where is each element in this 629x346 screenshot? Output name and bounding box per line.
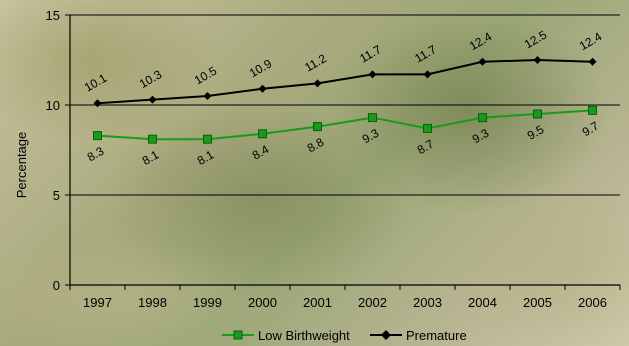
x-tick-label: 1999 [193, 295, 222, 310]
legend-marker-low-birthweight [233, 330, 243, 340]
x-tick-label: 2002 [358, 295, 387, 310]
data-label-low-birthweight: 9.3 [470, 126, 492, 147]
data-point-low-birthweight [368, 113, 377, 123]
y-tick-label: 0 [53, 278, 60, 293]
data-label-low-birthweight: 9.7 [580, 119, 602, 140]
data-point-premature [423, 70, 432, 79]
series-line-low-birthweight [97, 109, 593, 141]
y-tick-label: 10 [46, 98, 60, 113]
data-point-premature [588, 57, 597, 66]
x-tick-label: 1997 [83, 295, 112, 310]
data-point-low-birthweight [313, 122, 322, 132]
data-point-low-birthweight [148, 134, 157, 144]
data-label-premature: 10.3 [137, 67, 165, 91]
data-point-premature [258, 84, 267, 93]
x-tick-label: 2005 [523, 295, 552, 310]
data-point-premature [93, 99, 102, 108]
legend-label-premature: Premature [406, 328, 467, 343]
x-tick-label: 1998 [138, 295, 167, 310]
data-point-low-birthweight [588, 105, 597, 115]
data-label-low-birthweight: 8.7 [415, 137, 437, 158]
data-point-premature [368, 70, 377, 79]
data-label-low-birthweight: 8.4 [250, 142, 272, 163]
series [93, 56, 597, 144]
y-tick-label: 15 [46, 8, 60, 23]
data-point-premature [313, 79, 322, 88]
y-tick-label: 5 [53, 188, 60, 203]
data-point-premature [478, 57, 487, 66]
x-tick-label: 2004 [468, 295, 497, 310]
data-label-premature: 10.5 [192, 63, 220, 87]
data-point-low-birthweight [93, 131, 102, 141]
y-axis-title: Percentage [14, 132, 29, 199]
data-point-low-birthweight [258, 129, 267, 139]
legend-item-premature: Premature [370, 328, 467, 343]
data-labels: 8.3 8.1 8.1 8.4 8.8 9.3 8.7 9.3 9.5 9.7 10.1 10.3 10… [82, 27, 605, 167]
data-label-premature: 12.4 [467, 29, 495, 53]
x-tick-label: 2000 [248, 295, 277, 310]
legend: Low Birthweight Premature [222, 328, 467, 343]
data-point-premature [533, 56, 542, 64]
data-label-low-birthweight: 8.1 [140, 147, 162, 168]
data-point-premature [148, 95, 157, 104]
x-tick-label: 2006 [578, 295, 607, 310]
series-line-premature [97, 58, 593, 105]
legend-item-low-birthweight: Low Birthweight [222, 328, 350, 343]
data-label-low-birthweight: 9.3 [360, 126, 382, 147]
legend-label-low-birthweight: Low Birthweight [258, 328, 350, 343]
data-label-premature: 11.7 [357, 42, 384, 66]
data-point-premature [203, 92, 212, 100]
data-point-low-birthweight [478, 113, 487, 123]
data-point-low-birthweight [203, 134, 212, 144]
data-label-premature: 11.2 [302, 51, 329, 75]
data-label-low-birthweight: 8.1 [195, 147, 217, 168]
data-label-premature: 10.1 [82, 71, 110, 95]
data-label-premature: 12.4 [577, 29, 605, 53]
data-label-low-birthweight: 9.5 [525, 122, 547, 143]
gridlines [70, 14, 620, 196]
data-point-low-birthweight [423, 123, 432, 133]
data-label-premature: 12.5 [522, 27, 550, 51]
data-label-low-birthweight: 8.3 [85, 144, 107, 165]
legend-marker-premature [381, 330, 391, 340]
axes: 0 5 10 15 1997 1998 1999 2000 2001 2002 2003 2004 20… [46, 8, 621, 310]
data-label-premature: 10.9 [247, 56, 275, 80]
data-label-premature: 11.7 [412, 42, 439, 66]
x-tick-label: 2001 [303, 295, 332, 310]
data-label-low-birthweight: 8.8 [305, 135, 327, 156]
x-tick-label: 2003 [413, 295, 442, 310]
data-point-low-birthweight [533, 109, 542, 119]
